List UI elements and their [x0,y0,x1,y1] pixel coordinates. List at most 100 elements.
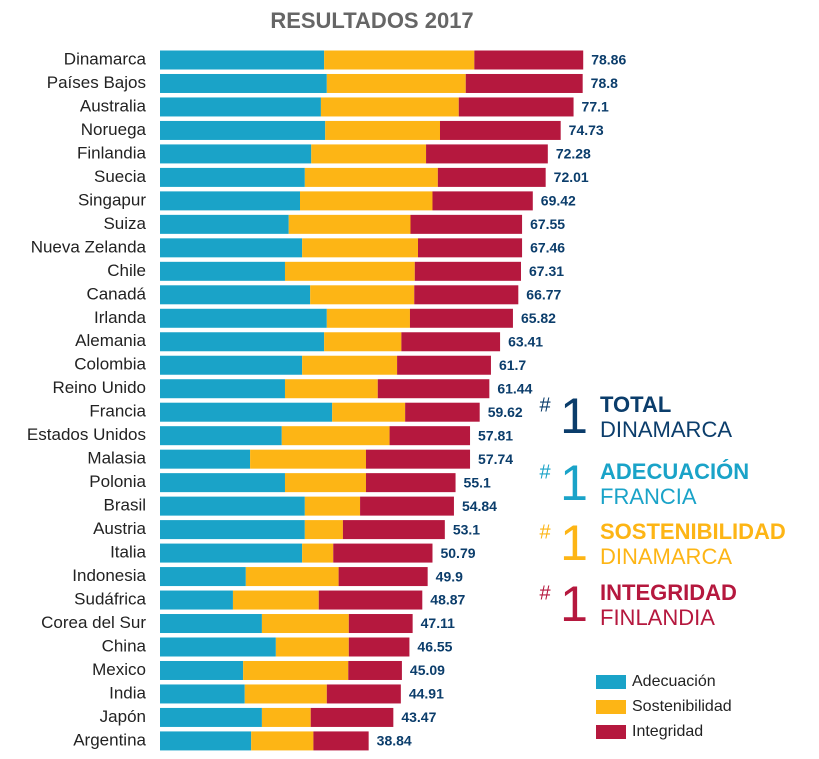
total-label: 47.11 [421,615,455,631]
bar-segment [160,355,303,375]
category-label: Japón [100,707,146,726]
bar-segment [160,285,311,305]
bar-segment [365,473,456,493]
bar-segment [160,567,246,587]
bar-segment [348,614,413,634]
bar-segment [326,73,466,93]
category-label: Irlanda [94,308,147,327]
total-label: 67.55 [530,216,565,232]
total-label: 72.28 [556,146,591,162]
bar-segment [342,520,445,540]
bar-segment [261,614,349,634]
bar-segment [160,97,321,117]
total-label: 72.01 [554,169,589,185]
highlight-hash: # [539,394,551,416]
bar-segment [414,261,521,281]
bar-segment [160,590,233,610]
bar-segment [160,402,333,422]
highlight-rank: 1 [560,388,588,444]
total-label: 45.09 [410,662,445,678]
bar-segment [160,426,282,446]
total-label: 61.44 [497,380,532,396]
bar-segment [377,379,490,399]
bar-segment [311,144,427,164]
total-label: 44.91 [409,686,444,702]
bar-segment [284,473,366,493]
total-label: 48.87 [430,592,465,608]
highlight-rank: 1 [560,576,588,632]
category-label: Corea del Sur [41,613,146,632]
bar-segment [160,520,305,540]
bar-segment [160,50,325,70]
bar-segment [261,707,311,727]
bar-segment [160,684,245,704]
bar-segment [405,402,480,422]
category-label: Nueva Zelanda [31,237,147,256]
bar-segment [275,637,349,657]
bar-segment [243,660,349,680]
bar-segment [310,285,415,305]
bar-segment [160,614,262,634]
total-label: 59.62 [488,404,523,420]
category-label: Sudáfrica [74,590,146,609]
category-label: Brasil [103,496,146,515]
highlight-country: FINLANDIA [600,605,715,630]
bar-segment [432,191,533,211]
total-label: 38.84 [377,733,412,749]
bar-segment [160,73,327,93]
highlight-rank: 1 [560,515,588,571]
bar-segment [326,308,410,328]
bar-segment [324,332,402,352]
category-label: Alemania [75,331,146,350]
bar-segment [304,520,343,540]
highlight-title: SOSTENIBILIDAD [600,519,786,544]
total-label: 57.74 [478,451,513,467]
category-label: China [102,636,147,655]
highlight-title: TOTAL [600,392,671,417]
bar-segment [284,261,415,281]
bar-segment [326,684,401,704]
bar-segment [439,120,561,140]
bar-segment [160,238,303,258]
total-label: 78.8 [591,75,618,91]
category-label: Canadá [86,284,146,303]
bar-segment [401,332,501,352]
category-label: Polonia [89,472,146,491]
bar-segment [160,660,244,680]
highlight-country: FRANCIA [600,484,697,509]
category-label: Noruega [81,120,147,139]
bar-segment [244,684,327,704]
total-label: 57.81 [478,427,513,443]
bar-segment [251,731,314,751]
total-label: 66.77 [526,287,561,303]
bar-segment [281,426,390,446]
bar-segment [160,543,303,563]
bar-segment [284,379,378,399]
category-label: Países Bajos [47,73,146,92]
legend-swatch [596,725,626,739]
bar-segment [304,167,438,187]
bar-segment [302,355,398,375]
bar-segment [437,167,546,187]
bar-segment [409,308,513,328]
bar-segment [160,449,251,469]
legend-label: Sostenibilidad [632,698,732,715]
bar-segment [465,73,583,93]
highlight-title: ADECUACIÓN [600,459,749,484]
bar-segment [302,238,419,258]
bar-segment [299,191,433,211]
bar-segment [160,707,262,727]
bar-segment [348,637,410,657]
bar-segment [250,449,366,469]
bar-segment [304,496,361,516]
total-label: 74.73 [569,122,604,138]
category-label: Colombia [74,355,146,374]
highlight-rank: 1 [560,455,588,511]
bar-segment [389,426,471,446]
bar-segment [160,332,325,352]
category-label: Australia [80,96,147,115]
total-label: 67.31 [529,263,564,279]
highlight-hash: # [539,461,551,483]
bar-segment [324,50,475,70]
